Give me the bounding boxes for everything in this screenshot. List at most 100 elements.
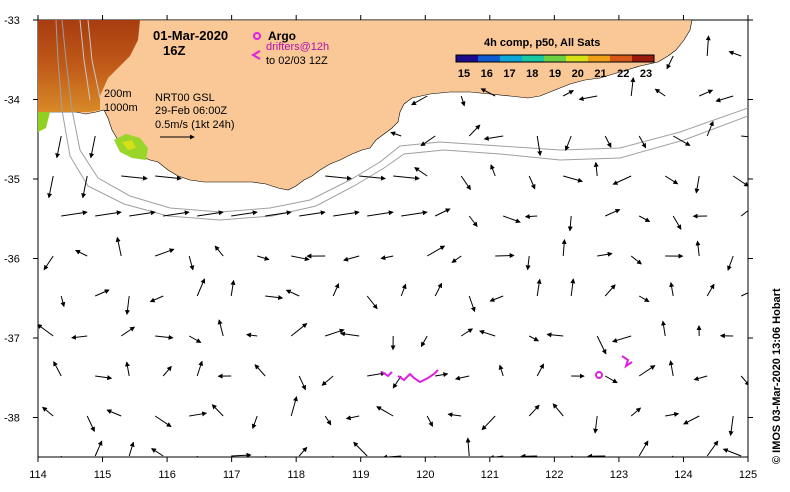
current-vector-arrow [564,135,572,151]
colorbar-tick-label: 21 [594,68,606,80]
current-vector-arrow [638,365,656,377]
current-vector-arrow [638,440,649,457]
current-vector-arrow [149,295,164,303]
lat-tick-label: -34 [4,95,20,107]
drifter-track [621,355,633,369]
current-vector-arrow [106,409,122,417]
current-vector-arrow [638,135,647,149]
isobath-extra [79,20,101,101]
current-vector-arrow [155,175,182,181]
current-vector-arrow [695,240,701,257]
current-vector-arrow [333,210,360,217]
current-vector-arrow [672,135,691,146]
current-vector-arrow [552,403,564,417]
current-vector-arrow [454,375,470,381]
current-vector-arrow [489,295,504,302]
colorbar-segment [500,55,523,62]
current-vector-arrow [38,323,54,337]
lat-tick-label: -35 [4,174,20,186]
current-vector-arrow [722,448,742,457]
credit-text: © IMOS 03-Mar-2020 13:06 Hobart [771,288,783,464]
colorbar-tick-label: 19 [549,68,561,80]
current-vector-arrow [211,404,224,417]
lon-tick-label: 122 [545,469,563,481]
current-vector-arrow [604,284,616,297]
colorbar-segment [588,55,611,62]
current-vector-arrow [481,415,496,431]
colorbar-segment [566,55,589,62]
product-time: 29-Feb 06:00Z [155,105,227,117]
drifter-track [397,369,439,384]
current-vector-arrow [741,134,748,140]
current-vector-arrow [578,95,598,102]
lat-tick-label: -38 [4,413,20,425]
current-vector-arrow [570,455,575,457]
current-vector-arrow [665,411,680,417]
current-vector-arrow [479,329,496,337]
lon-tick-label: 124 [674,469,692,481]
current-vector-arrow [298,375,306,391]
lon-tick-label: 116 [158,469,176,481]
current-vector-arrow [495,253,515,259]
current-vector-arrow [55,135,62,159]
current-vector-arrow [612,335,632,343]
current-vector-arrow [604,135,612,148]
current-vector-arrow [89,135,96,159]
current-vector-arrow [528,404,540,417]
current-vector-arrow [189,411,208,417]
current-vector-arrow [81,175,88,199]
current-vector-arrow [490,164,496,177]
colorbar-segment [478,55,501,62]
current-vector-arrow [376,406,394,417]
current-vector-arrow [95,210,122,217]
current-vector-arrow [188,255,195,271]
current-vector-arrow [669,281,675,297]
colorbar-segment [456,55,479,62]
argo-float [595,371,603,379]
drifter-legend-icon [250,50,261,60]
colorbar-tick-label: 22 [617,68,629,80]
current-vector-arrow [86,415,95,433]
current-vector-arrow [60,455,62,457]
current-vector-arrow [593,415,599,434]
current-vector-arrow [683,415,700,425]
current-vector-arrow [214,245,224,257]
current-vector-arrow [353,441,368,457]
current-vector-arrow [536,278,542,297]
current-vector-arrow [728,50,742,57]
current-vector-arrow [434,282,443,297]
current-vector-arrow [706,120,714,137]
axes: 114 115 116 117 118 119 120 121 122 123 124 125 -33 -… [4,15,757,481]
current-vector-arrow [460,175,471,191]
current-vector-arrow [231,210,258,217]
current-vector-arrow [257,255,270,261]
colorbar: 15 16 17 18 19 20 21 22 23 [455,54,655,80]
current-vector-arrow [61,210,88,217]
product-name: NRT00 GSL [155,92,215,104]
current-vector-arrow [465,437,471,457]
current-vector-arrow [155,248,175,257]
current-vector-arrow [698,89,714,97]
current-vector-arrow [94,440,103,457]
current-vector-arrow [43,255,54,271]
map-date: 01-Mar-2020 [153,28,228,43]
lat-tick-label: -36 [4,254,20,266]
current-vectors [38,35,748,457]
current-vector-arrow [525,255,531,271]
current-vector-arrow [414,167,428,177]
current-vector-arrow [163,210,190,217]
current-vector-arrow [291,255,310,262]
colorbar-tick-label: 23 [640,68,652,80]
current-vector-arrow [155,334,174,340]
current-vector-arrow [366,295,378,310]
current-vector-arrow [604,375,618,384]
lon-tick-label: 119 [352,469,370,481]
current-vector-arrow [664,175,679,185]
current-vector-arrow [498,364,504,377]
colorbar-tick-label: 16 [481,68,493,80]
current-vector-arrow [324,415,332,426]
argo-legend-label: Argo [268,29,296,43]
current-vector-arrow [604,208,621,217]
current-vector-arrow [420,135,436,147]
